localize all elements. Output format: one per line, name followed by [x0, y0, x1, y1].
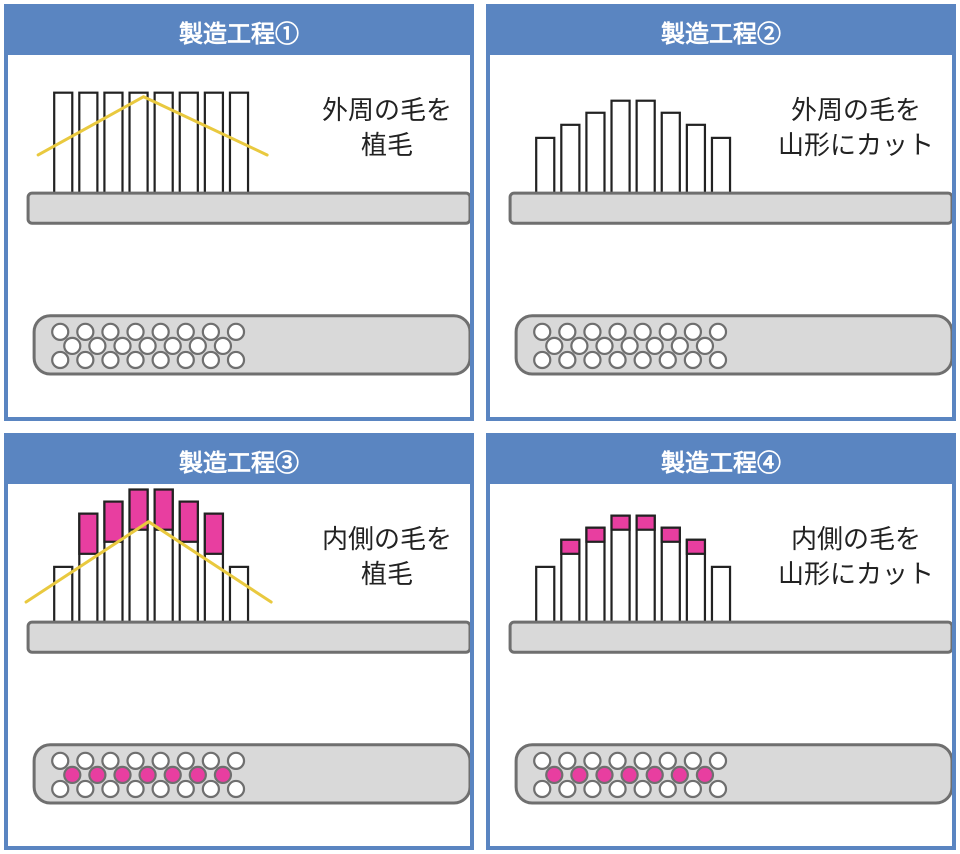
brush-top-view — [490, 716, 952, 832]
brush-top-view — [8, 287, 470, 403]
panel-title: 製造工程④ — [490, 437, 952, 484]
panel-title: 製造工程① — [8, 8, 470, 55]
brush-top-view — [490, 287, 952, 403]
panel-body: 外周の毛を 植毛 — [8, 55, 470, 417]
brush-top-view — [8, 716, 470, 832]
panel-body: 内側の毛を 植毛 — [8, 484, 470, 846]
panel-caption: 内側の毛を 山形にカット — [778, 522, 934, 592]
panel-body: 内側の毛を 山形にカット — [490, 484, 952, 846]
panel-step-4: 製造工程④ 内側の毛を 山形にカット — [486, 433, 956, 850]
panel-step-2: 製造工程② 外周の毛を 山形にカット — [486, 4, 956, 421]
panel-step-3: 製造工程③ 内側の毛を 植毛 — [4, 433, 474, 850]
panel-title: 製造工程③ — [8, 437, 470, 484]
panel-title: 製造工程② — [490, 8, 952, 55]
panel-caption: 外周の毛を 植毛 — [322, 93, 452, 163]
panel-caption: 外周の毛を 山形にカット — [778, 93, 934, 163]
process-grid: 製造工程① 外周の毛を 植毛製造工程② 外周の毛を 山形にカット製造工程③ 内側の毛を… — [0, 0, 960, 854]
panel-step-1: 製造工程① 外周の毛を 植毛 — [4, 4, 474, 421]
panel-body: 外周の毛を 山形にカット — [490, 55, 952, 417]
panel-caption: 内側の毛を 植毛 — [322, 522, 452, 592]
